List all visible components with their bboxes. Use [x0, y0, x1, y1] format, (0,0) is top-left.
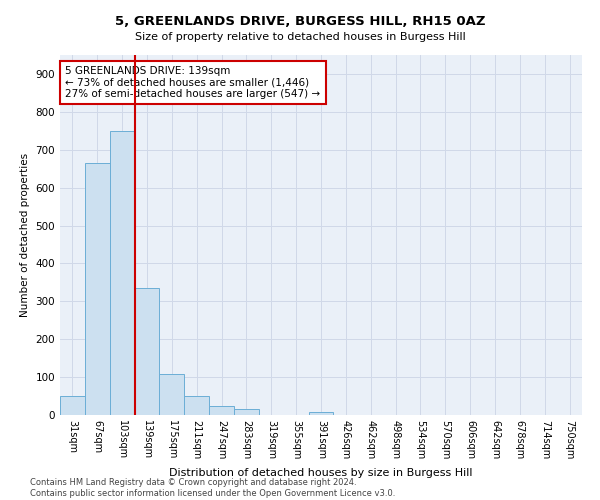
Text: Size of property relative to detached houses in Burgess Hill: Size of property relative to detached ho… [134, 32, 466, 42]
Bar [160, 374, 184, 415]
Text: 5, GREENLANDS DRIVE, BURGESS HILL, RH15 0AZ: 5, GREENLANDS DRIVE, BURGESS HILL, RH15 … [115, 15, 485, 28]
Bar [85, 163, 110, 415]
Bar [234, 408, 259, 415]
Y-axis label: Number of detached properties: Number of detached properties [20, 153, 30, 317]
Text: 5 GREENLANDS DRIVE: 139sqm
← 73% of detached houses are smaller (1,446)
27% of s: 5 GREENLANDS DRIVE: 139sqm ← 73% of deta… [65, 66, 320, 99]
Bar [110, 131, 134, 415]
Text: Contains HM Land Registry data © Crown copyright and database right 2024.
Contai: Contains HM Land Registry data © Crown c… [30, 478, 395, 498]
Bar [308, 412, 334, 415]
X-axis label: Distribution of detached houses by size in Burgess Hill: Distribution of detached houses by size … [169, 468, 473, 477]
Bar [184, 396, 209, 415]
Bar [209, 406, 234, 415]
Bar [134, 288, 160, 415]
Bar [60, 396, 85, 415]
